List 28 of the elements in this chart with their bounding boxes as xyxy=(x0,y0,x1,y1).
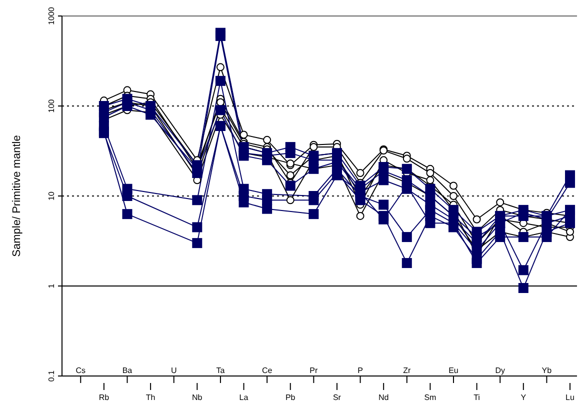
y-tick-label: 0.1 xyxy=(47,370,56,382)
y-tick-label: 1000 xyxy=(47,6,56,25)
y-tick-label: 100 xyxy=(47,98,56,113)
x-tick-label: Rb xyxy=(98,393,110,402)
x-tick-label: Lu xyxy=(566,393,574,402)
x-tick-label: Ba xyxy=(122,366,133,375)
x-tick-label: Ti xyxy=(474,393,480,402)
y-axis-title: Sample/ Primitive mantle xyxy=(10,135,23,257)
x-tick-label: Sr xyxy=(332,393,342,402)
x-tick-label: Sm xyxy=(424,393,437,402)
x-tick-label: Zr xyxy=(403,366,411,375)
x-tick-label: Nb xyxy=(192,393,203,402)
x-tick-label: Pb xyxy=(285,393,296,402)
x-tick-label: Yb xyxy=(542,366,552,375)
x-tick-label: Eu xyxy=(448,366,458,375)
x-tick-label: Dy xyxy=(495,366,505,375)
x-tick-label: Pr xyxy=(310,366,318,375)
x-tick-label: Th xyxy=(146,393,156,402)
x-tick-label: Ce xyxy=(262,366,273,375)
x-tick-label: P xyxy=(358,366,363,375)
x-tick-label: Ta xyxy=(216,366,226,375)
x-tick-label: Nd xyxy=(378,393,389,402)
x-tick-label: Y xyxy=(520,393,527,402)
y-tick-label: 10 xyxy=(47,191,56,200)
y-tick-label: 1 xyxy=(47,283,56,288)
x-tick-label: Cs xyxy=(76,366,86,375)
x-tick-label: U xyxy=(170,366,177,375)
x-tick-label: La xyxy=(239,393,249,402)
